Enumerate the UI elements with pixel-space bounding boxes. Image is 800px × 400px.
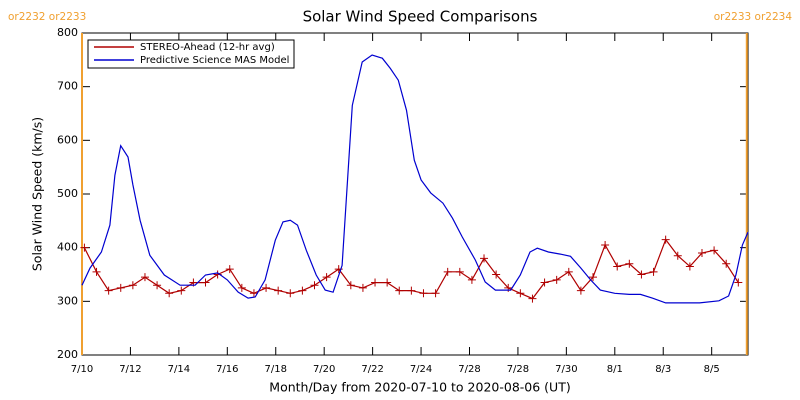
point-marker <box>455 267 464 276</box>
point-marker <box>492 270 501 279</box>
point-marker <box>407 286 416 295</box>
point-marker <box>516 289 525 298</box>
point-marker <box>601 240 610 249</box>
plot-frame <box>81 32 749 356</box>
x-tick-label: 8/5 <box>704 364 720 375</box>
legend-label: Predictive Science MAS Model <box>140 55 289 66</box>
point-marker <box>140 273 149 282</box>
legend-label: STEREO-Ahead (12-hr avg) <box>140 42 275 53</box>
y-tick-label: 400 <box>57 241 78 254</box>
point-marker <box>310 281 319 290</box>
point-marker <box>358 283 367 292</box>
point-marker <box>613 262 622 271</box>
x-tick-label: 7/28 <box>458 364 480 375</box>
y-axis-label: Solar Wind Speed (km/s) <box>30 117 45 271</box>
y-tick-label: 200 <box>57 348 78 361</box>
point-marker <box>104 286 113 295</box>
point-marker <box>661 235 670 244</box>
legend-box <box>87 39 295 69</box>
y-tick-label: 800 <box>57 26 78 39</box>
boundary-label: or2232 or2233 <box>8 11 86 23</box>
point-marker <box>177 286 186 295</box>
point-marker <box>710 246 719 255</box>
y-tick-label: 600 <box>57 133 78 146</box>
x-tick-label: 7/30 <box>555 364 577 375</box>
point-marker <box>237 283 246 292</box>
point-marker <box>249 289 258 298</box>
y-tick-label: 700 <box>57 80 78 93</box>
series-line <box>81 54 749 304</box>
point-marker <box>697 249 706 258</box>
x-tick-label: 8/3 <box>655 364 671 375</box>
point-marker <box>322 273 331 282</box>
point-marker <box>540 278 549 287</box>
point-marker <box>128 281 137 290</box>
point-marker <box>589 273 598 282</box>
x-axis-label: Month/Day from 2020-07-10 to 2020-08-06 … <box>269 380 570 395</box>
x-tick-label: 7/20 <box>313 364 335 375</box>
point-marker <box>576 286 585 295</box>
x-tick-label: 7/12 <box>119 364 141 375</box>
point-marker <box>564 267 573 276</box>
point-marker <box>153 281 162 290</box>
x-tick-label: 7/28 <box>507 364 529 375</box>
x-tick-label: 7/24 <box>410 364 432 375</box>
point-marker <box>395 286 404 295</box>
point-marker <box>201 278 210 287</box>
point-marker <box>116 283 125 292</box>
x-tick-label: 7/10 <box>71 364 93 375</box>
point-marker <box>467 275 476 284</box>
x-tick-label: 7/14 <box>168 364 190 375</box>
point-marker <box>371 278 380 287</box>
point-marker <box>637 270 646 279</box>
point-marker <box>274 286 283 295</box>
x-tick-label: 7/22 <box>361 364 383 375</box>
point-marker <box>625 259 634 268</box>
y-tick-label: 300 <box>57 294 78 307</box>
point-marker <box>346 281 355 290</box>
point-marker <box>649 267 658 276</box>
x-tick-label: 7/18 <box>265 364 287 375</box>
x-tick-label: 7/16 <box>216 364 238 375</box>
y-tick-label: 500 <box>57 187 78 200</box>
point-marker <box>92 267 101 276</box>
point-marker <box>80 243 89 252</box>
x-tick-label: 8/1 <box>607 364 623 375</box>
chart-title: Solar Wind Speed Comparisons <box>303 8 538 26</box>
point-marker <box>673 251 682 260</box>
point-marker <box>552 275 561 284</box>
point-marker <box>685 262 694 271</box>
point-marker <box>165 289 174 298</box>
point-marker <box>431 289 440 298</box>
point-marker <box>286 289 295 298</box>
point-marker <box>528 294 537 303</box>
point-marker <box>383 278 392 287</box>
point-marker <box>722 259 731 268</box>
point-marker <box>225 265 234 274</box>
point-marker <box>443 267 452 276</box>
point-marker <box>480 254 489 263</box>
point-marker <box>298 286 307 295</box>
point-marker <box>262 283 271 292</box>
boundary-label: or2233 or2234 <box>714 11 793 23</box>
point-marker <box>419 289 428 298</box>
point-marker <box>734 278 743 287</box>
